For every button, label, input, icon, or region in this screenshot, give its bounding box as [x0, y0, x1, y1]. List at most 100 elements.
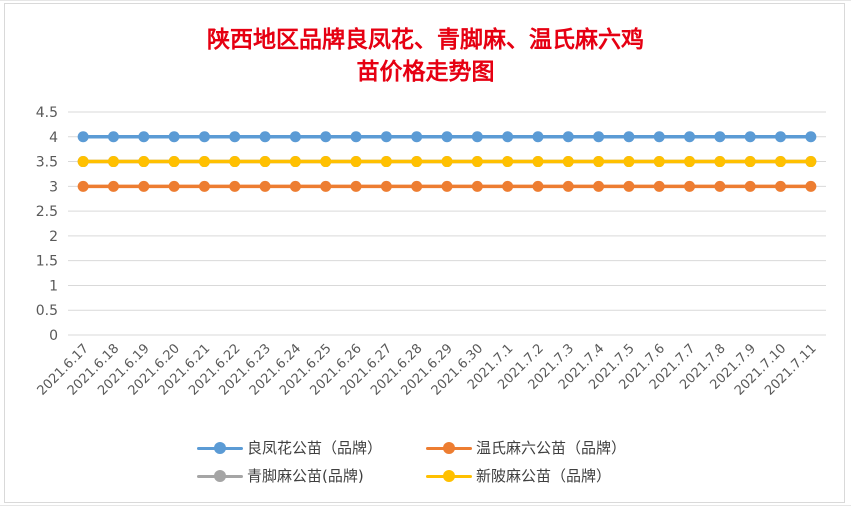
series-1-point: [653, 131, 665, 143]
series-1-point: [714, 131, 726, 143]
series-2-point: [198, 180, 210, 192]
chart-title-line-2: 苗价格走势图: [356, 58, 495, 85]
legend-label-2: 温氏麻六公苗（品牌）: [476, 439, 627, 457]
series-4-point: [229, 156, 241, 168]
series-4-point: [138, 156, 150, 168]
series-4-point: [168, 156, 180, 168]
series-4-point: [714, 156, 726, 168]
legend-marker-4: [426, 469, 472, 483]
series-2-point: [623, 180, 635, 192]
legend-marker-2: [426, 441, 472, 455]
series-2-point: [562, 180, 574, 192]
series-1-point: [198, 131, 210, 143]
series-4-point: [259, 156, 271, 168]
series-2-point: [805, 180, 817, 192]
series-4-point: [532, 156, 544, 168]
y-tick-label: 0: [49, 328, 58, 344]
series-2-point: [229, 180, 241, 192]
series-1-point: [744, 131, 756, 143]
legend-label-1: 良凤花公苗（品牌）: [247, 439, 383, 457]
legend-marker-3: [197, 469, 243, 483]
series-4-point: [107, 156, 119, 168]
legend-marker-1: [197, 441, 243, 455]
series-4-point: [289, 156, 301, 168]
series-2-point: [259, 180, 271, 192]
y-tick-label: 3: [49, 179, 58, 195]
series-2-point: [532, 180, 544, 192]
series-2-point: [471, 180, 483, 192]
series-4-point: [805, 156, 817, 168]
series-2-point: [441, 180, 453, 192]
y-tick-label: 1: [49, 278, 58, 294]
y-tick-label: 2: [49, 229, 58, 245]
series-1-point: [107, 131, 119, 143]
chart-area[interactable]: [4, 3, 845, 503]
series-1-point: [441, 131, 453, 143]
series-1-point: [775, 131, 787, 143]
series-2-point: [684, 180, 696, 192]
series-1-point: [320, 131, 332, 143]
series-1-point: [289, 131, 301, 143]
series-1-point: [471, 131, 483, 143]
legend-item-4: 新陂麻公苗（品牌）: [426, 465, 611, 486]
series-1-point: [805, 131, 817, 143]
y-tick-label: 4.5: [36, 105, 58, 121]
series-4-point: [653, 156, 665, 168]
series-4-point: [77, 156, 89, 168]
series-4-point: [593, 156, 605, 168]
series-4-point: [744, 156, 756, 168]
series-1-point: [229, 131, 241, 143]
series-4-point: [471, 156, 483, 168]
series-2-point: [289, 180, 301, 192]
series-2-point: [714, 180, 726, 192]
series-1-point: [380, 131, 392, 143]
series-4-point: [502, 156, 514, 168]
series-1-point: [259, 131, 271, 143]
series-2-point: [502, 180, 514, 192]
series-2-point: [168, 180, 180, 192]
series-2-point: [320, 180, 332, 192]
series-4-point: [350, 156, 362, 168]
series-4-point: [380, 156, 392, 168]
series-1-point: [684, 131, 696, 143]
series-2-point: [411, 180, 423, 192]
legend-item-2: 温氏麻六公苗（品牌）: [426, 437, 626, 458]
series-1-point: [502, 131, 514, 143]
series-1-point: [168, 131, 180, 143]
series-1-point: [138, 131, 150, 143]
legend-item-3: 青脚麻公苗(品牌): [197, 465, 364, 486]
legend-label-3: 青脚麻公苗(品牌): [247, 467, 364, 485]
series-1-point: [532, 131, 544, 143]
y-tick-label: 1.5: [36, 254, 58, 270]
series-4-point: [684, 156, 696, 168]
legend-label-4: 新陂麻公苗（品牌）: [476, 467, 612, 485]
series-4-point: [775, 156, 787, 168]
y-tick-label: 3.5: [36, 155, 58, 171]
series-1-point: [411, 131, 423, 143]
series-2-point: [775, 180, 787, 192]
series-2-point: [77, 180, 89, 192]
series-4-point: [198, 156, 210, 168]
chart-title-line-1: 陕西地区品牌良凤花、青脚麻、温氏麻六鸡: [207, 26, 644, 53]
series-2-point: [350, 180, 362, 192]
y-tick-label: 0.5: [36, 303, 58, 319]
series-4-point: [411, 156, 423, 168]
series-2-point: [593, 180, 605, 192]
legend-item-1: 良凤花公苗（品牌）: [197, 437, 382, 458]
series-4-point: [441, 156, 453, 168]
series-1-point: [562, 131, 574, 143]
series-1-point: [77, 131, 89, 143]
series-4-point: [320, 156, 332, 168]
series-2-point: [653, 180, 665, 192]
series-1-point: [623, 131, 635, 143]
series-2-point: [107, 180, 119, 192]
y-tick-label: 4: [49, 130, 58, 146]
series-4-point: [623, 156, 635, 168]
series-2-point: [138, 180, 150, 192]
y-tick-label: 2.5: [36, 204, 58, 220]
series-1-point: [593, 131, 605, 143]
series-2-point: [744, 180, 756, 192]
series-1-point: [350, 131, 362, 143]
series-4-point: [562, 156, 574, 168]
